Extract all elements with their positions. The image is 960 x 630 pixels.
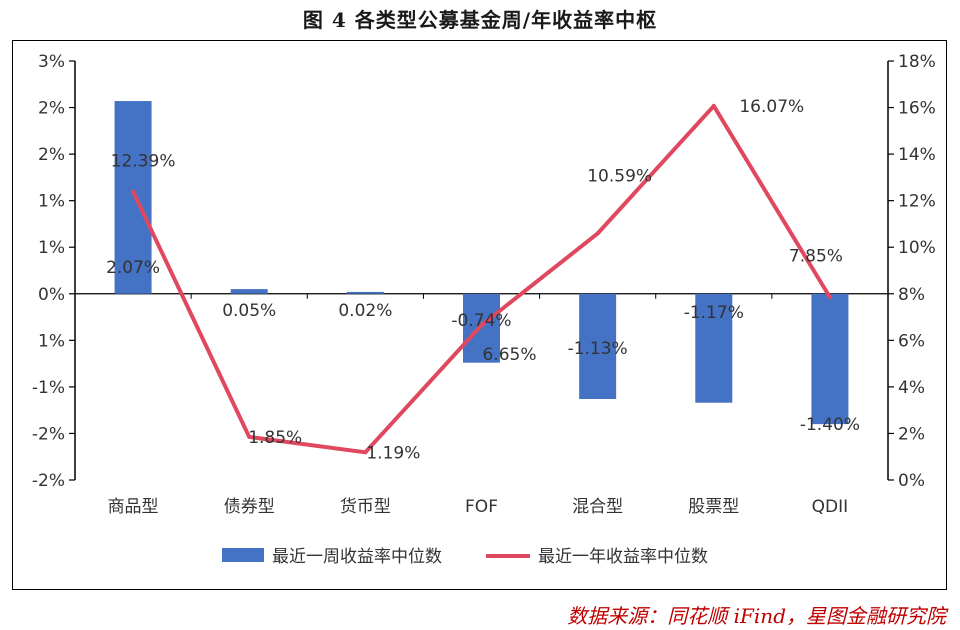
category-label: 货币型 — [340, 497, 391, 517]
right-tick-label: 4% — [898, 378, 925, 398]
bar-label-1: 0.05% — [222, 301, 276, 321]
line-label-2: 1.19% — [366, 443, 420, 463]
bar-0 — [114, 101, 152, 294]
line-point-3 — [479, 323, 484, 328]
legend-line-label: 最近一年收益率中位数 — [538, 547, 708, 567]
bar-6 — [811, 293, 849, 425]
chart-frame — [12, 40, 947, 590]
legend-bar-label: 最近一周收益率中位数 — [272, 547, 442, 567]
bar-label-6: -1.40% — [800, 415, 860, 435]
bar-2 — [346, 291, 384, 294]
data-source: 数据来源：同花顺 iFind，星图金融研究院 — [567, 604, 946, 628]
right-tick-label: 0% — [898, 471, 925, 491]
line-point-1 — [247, 434, 252, 439]
line-label-3: 6.65% — [482, 345, 536, 365]
left-tick-label: 2% — [38, 99, 65, 119]
line-point-6 — [827, 295, 832, 300]
category-label: 股票型 — [688, 497, 739, 517]
line-label-6: 7.85% — [789, 246, 843, 266]
left-tick-label: 1% — [38, 238, 65, 258]
category-label: 商品型 — [108, 497, 159, 517]
right-tick-label: 2% — [898, 424, 925, 444]
bar-1 — [230, 289, 268, 294]
legend-bar-swatch — [222, 548, 264, 562]
right-tick-label: 8% — [898, 285, 925, 305]
bar-label-0: 2.07% — [106, 258, 160, 278]
left-tick-label: -2% — [32, 471, 65, 491]
left-tick-label: 2% — [38, 145, 65, 165]
left-tick-label: 0% — [38, 285, 65, 305]
line-label-4: 10.59% — [587, 166, 652, 186]
line-label-5: 16.07% — [739, 97, 804, 117]
bar-label-4: -1.13% — [568, 339, 628, 359]
bar-4 — [579, 293, 617, 399]
right-tick-label: 6% — [898, 331, 925, 351]
category-label: 混合型 — [572, 497, 623, 517]
category-label: 债券型 — [224, 497, 275, 517]
line-point-4 — [595, 231, 600, 236]
left-tick-label: 3% — [38, 52, 65, 72]
left-tick-label: 1% — [38, 192, 65, 212]
line-point-5 — [711, 103, 716, 108]
left-tick-label: -2% — [32, 424, 65, 444]
right-tick-label: 18% — [898, 52, 936, 72]
bar-label-2: 0.02% — [338, 301, 392, 321]
right-tick-label: 10% — [898, 238, 936, 258]
bar-label-5: -1.17% — [684, 303, 744, 323]
right-tick-label: 12% — [898, 192, 936, 212]
right-tick-label: 16% — [898, 99, 936, 119]
line-point-2 — [363, 450, 368, 455]
bar-label-3: -0.74% — [451, 311, 511, 331]
chart-title: 图 4 各类型公募基金周/年收益率中枢 — [302, 8, 658, 32]
bar-3 — [463, 293, 500, 363]
category-label: QDII — [812, 497, 849, 517]
line-label-0: 12.39% — [111, 152, 176, 172]
category-label: FOF — [465, 497, 498, 517]
left-tick-label: -1% — [32, 378, 65, 398]
left-tick-label: 1% — [38, 331, 65, 351]
line-label-1: 1.85% — [248, 428, 302, 448]
right-tick-label: 14% — [898, 145, 936, 165]
bar-5 — [695, 293, 733, 403]
line-point-0 — [131, 189, 136, 194]
